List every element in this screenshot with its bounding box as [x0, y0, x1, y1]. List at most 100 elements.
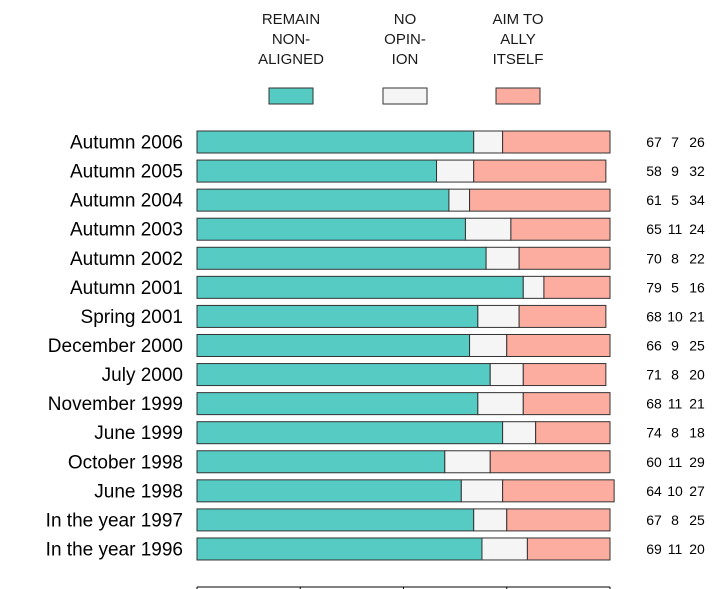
- bar-segment: [486, 247, 519, 269]
- data-label: 11: [668, 396, 683, 412]
- bar-segment: [197, 305, 478, 327]
- legend-label: NON-: [272, 31, 310, 48]
- data-label: 8: [671, 250, 679, 266]
- data-label: 61: [646, 192, 662, 208]
- bar-segment: [437, 160, 474, 182]
- data-label: 67: [646, 134, 662, 150]
- bar-segment: [503, 480, 615, 502]
- bar-segment: [197, 422, 503, 444]
- data-label: 68: [646, 308, 662, 324]
- category-label: Autumn 2005: [70, 162, 183, 183]
- data-label: 11: [668, 221, 683, 237]
- category-label: June 1998: [94, 481, 183, 502]
- data-label: 74: [646, 425, 662, 441]
- legend-label: OPIN-: [384, 31, 426, 48]
- bar-segment: [470, 334, 507, 356]
- bar-segment: [197, 218, 465, 240]
- legend-swatch: [496, 88, 540, 104]
- bar-segment: [449, 189, 470, 211]
- bar-segment: [474, 509, 507, 531]
- data-label: 10: [667, 308, 683, 324]
- data-label: 65: [646, 221, 662, 237]
- category-label: Autumn 2006: [70, 133, 183, 154]
- category-label: In the year 1996: [46, 539, 183, 560]
- bars: [197, 131, 614, 560]
- bar-segment: [197, 189, 449, 211]
- data-label: 69: [646, 541, 662, 557]
- data-label: 27: [689, 483, 705, 499]
- category-label: In the year 1997: [46, 510, 183, 531]
- category-label: Autumn 2003: [70, 220, 183, 241]
- data-label: 64: [646, 483, 662, 499]
- data-label: 79: [646, 279, 662, 295]
- legend-item: NO OPIN- ION: [383, 11, 427, 104]
- data-label: 11: [668, 454, 683, 470]
- bar-segment: [197, 334, 470, 356]
- bar-segment: [490, 451, 610, 473]
- legend-label: ALLY: [500, 31, 536, 48]
- data-label: 25: [689, 337, 705, 353]
- bar-segment: [197, 364, 490, 386]
- data-label: 20: [689, 367, 705, 383]
- bar-segment: [197, 509, 474, 531]
- data-label: 5: [671, 192, 679, 208]
- bar-segment: [197, 393, 478, 415]
- bar-segment: [470, 189, 610, 211]
- bar-segment: [523, 393, 610, 415]
- legend-item: AIM TO ALLY ITSELF: [492, 11, 543, 104]
- category-label: Spring 2001: [81, 307, 183, 328]
- data-label: 29: [689, 454, 705, 470]
- bar-segment: [474, 131, 503, 153]
- bar-segment: [478, 393, 523, 415]
- legend-label: AIM TO: [492, 11, 543, 28]
- data-label: 68: [646, 396, 662, 412]
- bar-segment: [536, 422, 610, 444]
- bar-segment: [482, 538, 527, 560]
- data-label: 8: [671, 512, 679, 528]
- legend-swatch: [383, 88, 427, 104]
- category-label: Autumn 2004: [70, 191, 183, 212]
- data-label: 58: [646, 163, 662, 179]
- bar-segment: [527, 538, 610, 560]
- bar-segment: [461, 480, 502, 502]
- data-label: 71: [646, 367, 662, 383]
- data-label: 11: [668, 541, 683, 557]
- bar-segment: [511, 218, 610, 240]
- category-label: July 2000: [102, 365, 183, 386]
- bar-segment: [197, 247, 486, 269]
- bar-segment: [523, 276, 544, 298]
- category-label: Autumn 2001: [70, 278, 183, 299]
- category-label: November 1999: [48, 394, 183, 415]
- bar-segment: [519, 247, 610, 269]
- legend: REMAIN NON- ALIGNED NO OPIN- ION AIM TO ALLY ITS…: [258, 11, 543, 104]
- data-label: 34: [689, 192, 705, 208]
- bar-segment: [507, 334, 610, 356]
- legend-label: REMAIN: [262, 11, 320, 28]
- bar-segment: [503, 422, 536, 444]
- bar-segment: [519, 305, 606, 327]
- data-label: 21: [689, 396, 705, 412]
- bar-segment: [197, 451, 445, 473]
- category-labels: Autumn 2006 Autumn 2005 Autumn 2004 Autumn …: [46, 133, 184, 561]
- bar-segment: [197, 538, 482, 560]
- bar-segment: [465, 218, 510, 240]
- bar-segment: [490, 364, 523, 386]
- value-labels: 67 7 26 58 9 32 61 5 34 65 11 24 70 8 22 79 5 16 68 10 21 66 9…: [646, 134, 705, 557]
- data-label: 26: [689, 134, 705, 150]
- legend-swatch: [269, 88, 313, 104]
- data-label: 60: [646, 454, 662, 470]
- category-label: June 1999: [94, 423, 183, 444]
- data-label: 9: [671, 337, 679, 353]
- category-label: Autumn 2002: [70, 249, 183, 270]
- data-label: 18: [689, 425, 705, 441]
- bar-segment: [544, 276, 610, 298]
- data-label: 22: [689, 250, 705, 266]
- data-label: 24: [689, 221, 705, 237]
- category-label: December 2000: [48, 336, 183, 357]
- data-label: 5: [671, 279, 679, 295]
- bar-segment: [474, 160, 606, 182]
- legend-label: ION: [392, 51, 419, 68]
- bar-segment: [197, 480, 461, 502]
- bar-segment: [197, 160, 437, 182]
